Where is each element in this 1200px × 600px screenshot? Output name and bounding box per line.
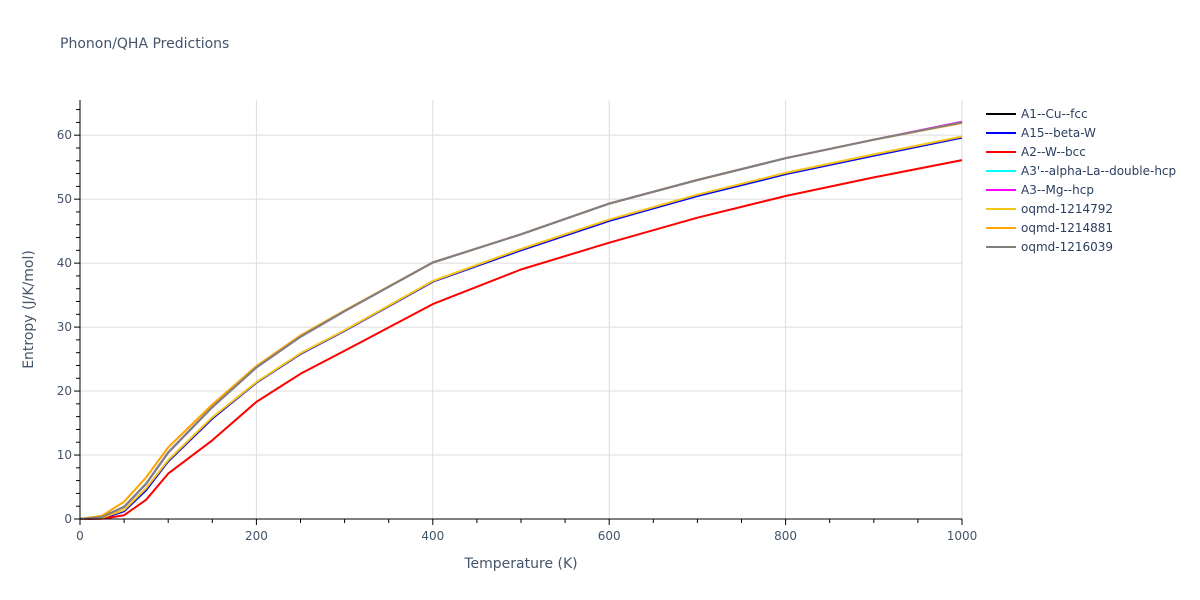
series-line-A2--W--bcc[interactable] — [79, 159, 963, 520]
chart-title: Phonon/QHA Predictions — [60, 36, 230, 52]
x-tick-label: 400 — [421, 529, 444, 543]
y-tick-label: 0 — [64, 512, 72, 526]
series-line-oqmd-1214792[interactable] — [79, 135, 963, 520]
legend-label: oqmd-1214881 — [1021, 221, 1113, 235]
legend-label: A3--Mg--hcp — [1021, 183, 1094, 197]
y-tick-label: 40 — [57, 256, 72, 270]
legend-item[interactable]: A3--Mg--hcp — [986, 183, 1094, 197]
series-line-A1--Cu--fcc[interactable] — [79, 121, 963, 520]
series-lines — [79, 120, 963, 520]
legend-item[interactable]: oqmd-1216039 — [986, 240, 1113, 254]
y-tick-label: 60 — [57, 128, 72, 142]
series-line-A3--Mg--hcp[interactable] — [79, 120, 963, 520]
legend-item[interactable]: oqmd-1214792 — [986, 202, 1113, 216]
y-axis-title: Entropy (J/K/mol) — [21, 250, 37, 369]
legend-label: A1--Cu--fcc — [1021, 107, 1088, 121]
axes: 0 200 400 600 800 1000 0 10 20 30 40 50 60 Temperatur… — [21, 100, 977, 572]
x-axis-title: Temperature (K) — [463, 556, 577, 572]
y-tick-label: 50 — [57, 192, 72, 206]
x-tick-label: 800 — [774, 529, 797, 543]
legend-label: A15--beta-W — [1021, 126, 1096, 140]
legend-item[interactable]: A3'--alpha-La--double-hcp — [986, 164, 1176, 178]
series-line-oqmd-1216039[interactable] — [79, 121, 963, 520]
x-tick-label: 1000 — [947, 529, 978, 543]
x-tick-label: 0 — [76, 529, 84, 543]
legend-label: A3'--alpha-La--double-hcp — [1021, 164, 1176, 178]
series-line-A15--beta-W[interactable] — [79, 136, 963, 520]
y-tick-label: 10 — [57, 448, 72, 462]
series-line-A3'--alpha-La--double-hcp[interactable] — [79, 121, 963, 520]
legend: A1--Cu--fcc A15--beta-W A2--W--bcc A3'--alp… — [986, 107, 1176, 254]
legend-item[interactable]: A1--Cu--fcc — [986, 107, 1088, 121]
y-tick-label: 30 — [57, 320, 72, 334]
series-line-oqmd-1214881[interactable] — [79, 122, 963, 520]
legend-item[interactable]: A15--beta-W — [986, 126, 1096, 140]
legend-label: A2--W--bcc — [1021, 145, 1086, 159]
legend-label: oqmd-1214792 — [1021, 202, 1113, 216]
legend-item[interactable]: oqmd-1214881 — [986, 221, 1113, 235]
legend-item[interactable]: A2--W--bcc — [986, 145, 1086, 159]
legend-label: oqmd-1216039 — [1021, 240, 1113, 254]
x-tick-label: 600 — [598, 529, 621, 543]
x-tick-label: 200 — [245, 529, 268, 543]
gridlines — [80, 100, 963, 519]
y-tick-label: 20 — [57, 384, 72, 398]
